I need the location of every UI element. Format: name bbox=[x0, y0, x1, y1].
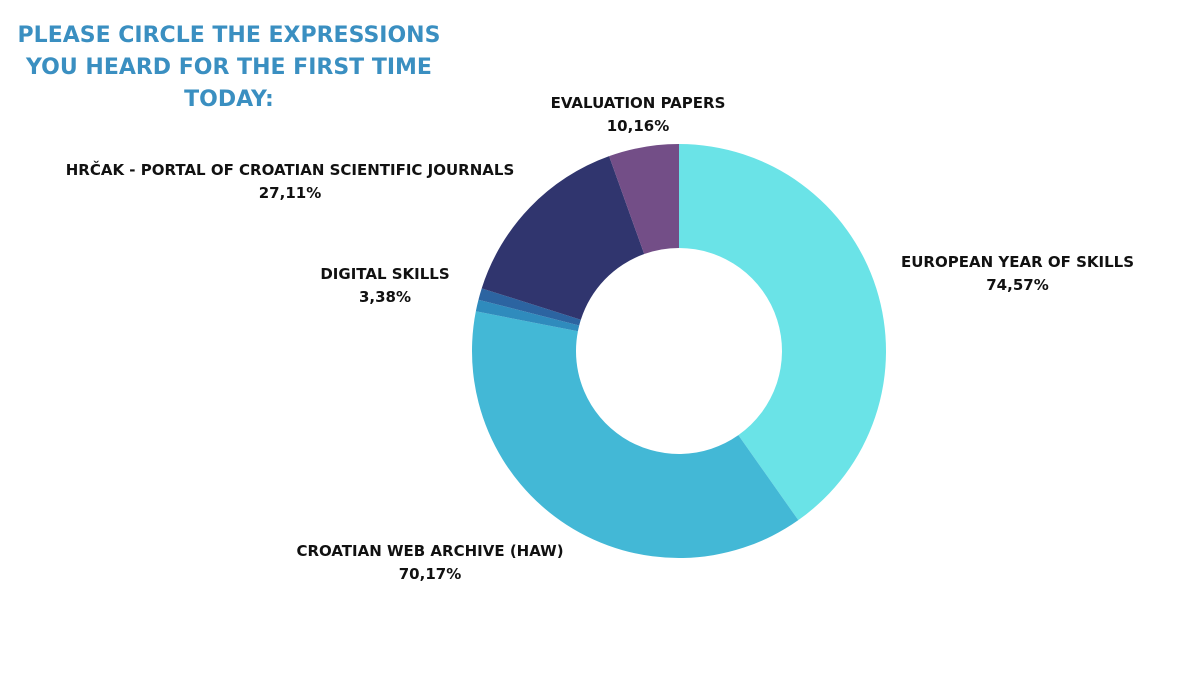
chart-title-line-1: PLEASE CIRCLE THE EXPRESSIONS bbox=[17, 23, 441, 48]
slice-label-name: EVALUATION PAPERS bbox=[550, 94, 726, 112]
slice-label-name: DIGITAL SKILLS bbox=[320, 265, 450, 283]
donut-slice-digital-skills bbox=[475, 299, 580, 332]
slice-label-digital-skills: DIGITAL SKILLS 3,38% bbox=[300, 263, 470, 309]
slice-label-value: 27,11% bbox=[258, 184, 322, 202]
slice-label-value: 70,17% bbox=[398, 565, 462, 583]
slice-label-value: 3,38% bbox=[358, 288, 412, 306]
slice-label-croatian-web-archive: CROATIAN WEB ARCHIVE (HAW) 70,17% bbox=[280, 540, 580, 586]
donut-slice-hrcak bbox=[481, 156, 645, 320]
slice-label-name: CROATIAN WEB ARCHIVE (HAW) bbox=[296, 542, 564, 560]
slice-label-value: 74,57% bbox=[986, 276, 1049, 294]
slice-label-name: HRČAK - PORTAL OF CROATIAN SCIENTIFIC JO… bbox=[65, 161, 515, 179]
chart-title-line-2: YOU HEARD FOR THE FIRST TIME bbox=[26, 55, 432, 80]
donut-slice-european-year-of-skills bbox=[679, 144, 886, 521]
slice-label-hrcak: HRČAK - PORTAL OF CROATIAN SCIENTIFIC JO… bbox=[60, 159, 520, 205]
slice-label-european-year-of-skills: EUROPEAN YEAR OF SKILLS 74,57% bbox=[890, 251, 1145, 297]
chart-title: PLEASE CIRCLE THE EXPRESSIONS YOU HEARD … bbox=[0, 20, 458, 116]
slice-label-value: 10,16% bbox=[606, 117, 670, 135]
donut-slice-croatian-web-archive bbox=[471, 311, 799, 558]
slice-label-evaluation-papers: EVALUATION PAPERS 10,16% bbox=[538, 92, 738, 138]
chart-title-line-3: TODAY: bbox=[184, 87, 274, 112]
donut-slice-evaluation-papers bbox=[609, 144, 679, 255]
donut-slice-digital-skills-band bbox=[478, 288, 581, 326]
slice-label-name: EUROPEAN YEAR OF SKILLS bbox=[901, 253, 1134, 271]
